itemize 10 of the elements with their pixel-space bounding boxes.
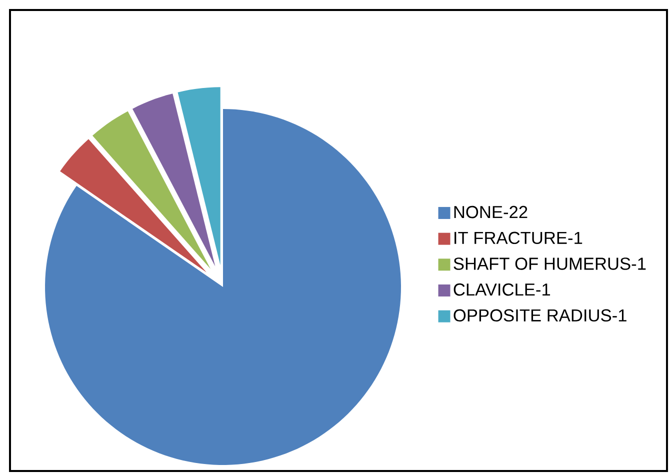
legend-label: IT FRACTURE-: [454, 232, 572, 244]
legend-label: OPPOSITE RADIUS-: [454, 309, 617, 322]
data-label: 1: [638, 258, 646, 270]
legend-label: NONE-: [454, 206, 508, 218]
legend-label: SHAFT OF HUMERUS-: [454, 258, 636, 270]
data-label: 22: [510, 206, 528, 218]
data-label: 1: [574, 232, 582, 244]
data-label: 1: [542, 284, 550, 296]
legend-label: CLAVICLE-: [454, 283, 540, 296]
data-label: 1: [618, 309, 626, 322]
